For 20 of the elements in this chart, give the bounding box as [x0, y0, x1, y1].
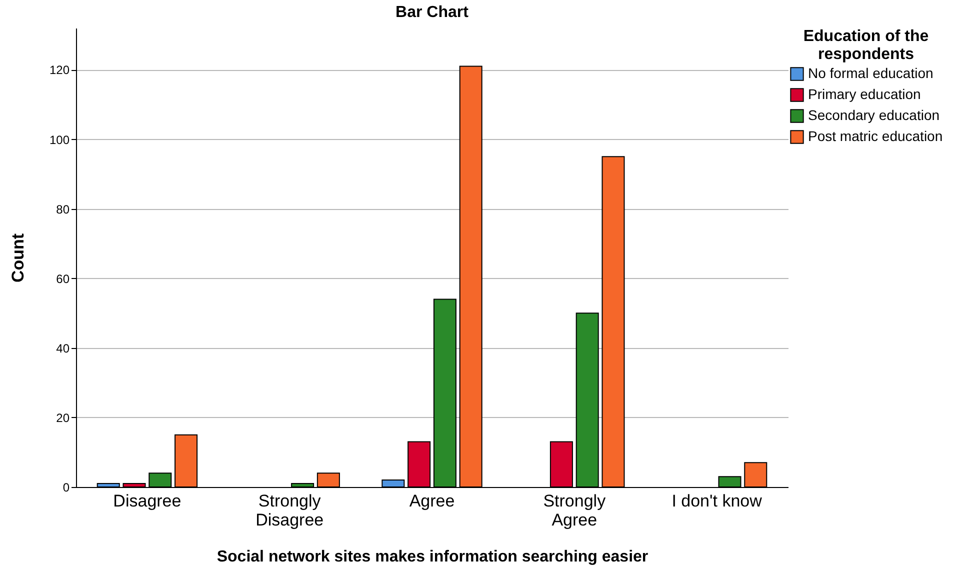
y-tick-label: 20	[56, 410, 70, 425]
y-tick-label: 120	[49, 63, 70, 78]
x-axis-title: Social network sites makes information searching easier	[216, 548, 648, 566]
legend-label: Post matric education	[808, 128, 943, 144]
legend-label: Secondary education	[808, 107, 940, 123]
x-tick-label: I don't know	[672, 492, 763, 510]
legend-label: Primary education	[808, 86, 921, 102]
x-tick-label: Agree	[409, 492, 455, 510]
y-tick-label: 80	[56, 202, 70, 216]
legend-title: Education of the respondents	[803, 28, 929, 63]
y-tick-label: 100	[49, 132, 70, 147]
y-tick-label: 60	[56, 272, 70, 286]
y-tick-label: 40	[56, 341, 70, 356]
x-tick-label: Disagree	[113, 492, 182, 510]
y-tick-label: 0	[62, 480, 70, 494]
x-tick-label: Strongly Disagree	[256, 492, 324, 530]
x-tick-label: Strongly Agree	[543, 492, 606, 530]
y-axis-title: Count	[8, 233, 28, 283]
chart-title: Bar Chart	[396, 4, 470, 21]
legend-label: No formal education	[808, 65, 934, 81]
